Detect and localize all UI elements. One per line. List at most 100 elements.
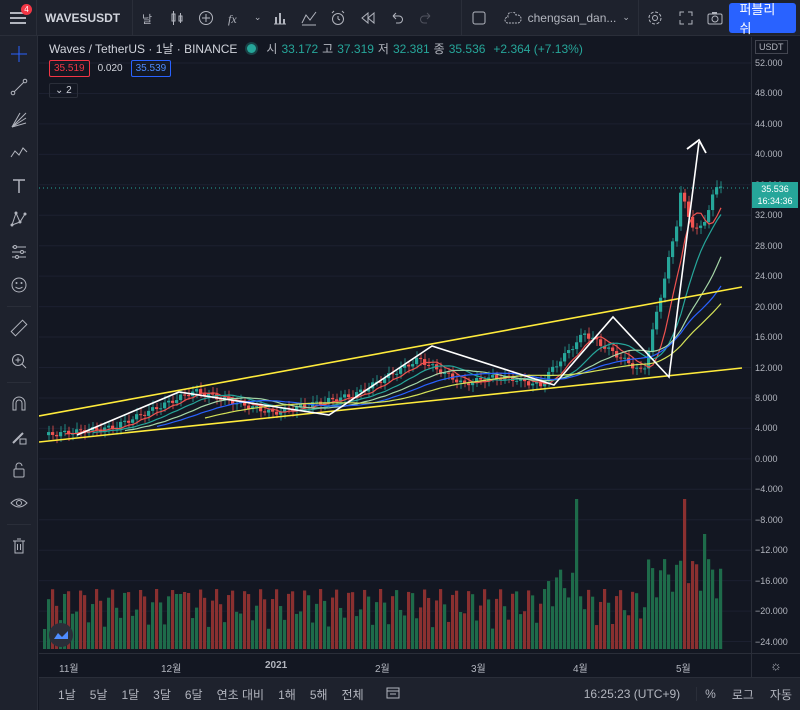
pattern-arrow-head bbox=[686, 138, 707, 154]
prediction-tools-icon[interactable] bbox=[0, 237, 38, 267]
top-toolbar: 4 WAVESUSDT 날 fx ⌄ chengsan_dan... ⌄ bbox=[0, 0, 800, 36]
volume-bar bbox=[247, 594, 251, 649]
smiley-icon[interactable] bbox=[0, 270, 38, 300]
candle-body bbox=[719, 186, 723, 188]
volume-bar bbox=[535, 622, 539, 649]
ma-line-long bbox=[156, 285, 722, 427]
change-value: +2.364 (+7.13%) bbox=[493, 41, 583, 56]
range-button[interactable]: 3달 bbox=[153, 687, 171, 702]
candle-body bbox=[383, 378, 387, 383]
sell-button[interactable]: 35.519 bbox=[49, 60, 90, 77]
candle-body bbox=[343, 394, 347, 398]
volume-bar bbox=[587, 589, 591, 649]
redo-icon[interactable] bbox=[411, 0, 440, 36]
price-tick-label: 48.000 bbox=[755, 88, 783, 99]
volume-bar bbox=[383, 602, 387, 649]
volume-bar bbox=[703, 534, 707, 649]
candle-body bbox=[459, 380, 463, 383]
fullscreen-box-icon[interactable] bbox=[460, 0, 496, 36]
volume-bar bbox=[631, 591, 635, 649]
buy-button[interactable]: 35.539 bbox=[130, 60, 172, 77]
candle-body bbox=[479, 377, 483, 380]
clock-timezone[interactable]: 16:25:23 (UTC+9) bbox=[584, 687, 698, 701]
currency-label[interactable]: USDT bbox=[755, 40, 788, 54]
range-button[interactable]: 5날 bbox=[89, 687, 108, 702]
replay-icon[interactable] bbox=[353, 0, 382, 36]
range-button[interactable]: 연초 대비 bbox=[216, 687, 265, 702]
trash-icon[interactable] bbox=[0, 531, 38, 561]
volume-bar bbox=[527, 590, 531, 649]
eye-icon[interactable] bbox=[0, 488, 38, 518]
candle-body bbox=[651, 329, 655, 352]
candle-body bbox=[591, 337, 595, 339]
fullscreen-icon[interactable] bbox=[671, 0, 700, 36]
magnet-icon[interactable] bbox=[0, 389, 38, 419]
volume-bar bbox=[339, 607, 343, 649]
range-button[interactable]: 전체 bbox=[341, 687, 364, 702]
volume-bar bbox=[367, 596, 371, 649]
chart-pane[interactable] bbox=[38, 37, 751, 653]
candle-body bbox=[611, 347, 615, 352]
zoom-in-icon[interactable] bbox=[0, 346, 38, 376]
range-button[interactable]: 5해 bbox=[309, 687, 328, 702]
volume-bar bbox=[195, 607, 199, 649]
chart-settings-icon[interactable]: ☼ bbox=[751, 653, 800, 677]
range-button[interactable]: 1해 bbox=[278, 687, 296, 702]
volume-bar bbox=[435, 600, 439, 649]
candle-body bbox=[195, 389, 199, 392]
text-icon[interactable] bbox=[0, 171, 38, 201]
volume-bar bbox=[627, 615, 631, 649]
range-button[interactable]: 1달 bbox=[121, 687, 140, 702]
log-toggle[interactable]: 로그 bbox=[731, 687, 754, 702]
pattern-icon[interactable] bbox=[0, 138, 38, 168]
go-to-date-icon[interactable] bbox=[385, 686, 401, 703]
indicators-toggle[interactable]: ⌄ 2 bbox=[49, 83, 78, 98]
candle-body bbox=[671, 241, 675, 258]
auto-toggle[interactable]: 자동 bbox=[769, 687, 792, 702]
lock-pencil-icon[interactable] bbox=[0, 422, 38, 452]
candle-body bbox=[583, 333, 587, 335]
trendline-icon[interactable] bbox=[0, 72, 38, 102]
candle-body bbox=[659, 297, 663, 312]
ruler-icon[interactable] bbox=[0, 313, 38, 343]
market-open-icon bbox=[247, 44, 257, 53]
templates-icon[interactable] bbox=[295, 0, 324, 36]
candle-body bbox=[295, 406, 299, 412]
crosshair-icon[interactable] bbox=[0, 39, 38, 69]
price-tick-label: 20.000 bbox=[755, 301, 783, 312]
main-menu-button[interactable]: 4 bbox=[0, 0, 37, 36]
volume-bar bbox=[571, 572, 575, 649]
xabcd-pattern-icon[interactable] bbox=[0, 204, 38, 234]
legend-title[interactable]: Waves / TetherUS · 1날 · BINANCE bbox=[49, 42, 238, 56]
indicators-fx-icon[interactable]: fx bbox=[221, 0, 250, 36]
lock-icon[interactable] bbox=[0, 455, 38, 485]
volume-bar bbox=[523, 611, 527, 649]
volume-bar bbox=[107, 597, 111, 649]
undo-icon[interactable] bbox=[382, 0, 411, 36]
gear-icon[interactable] bbox=[637, 0, 671, 36]
camera-icon[interactable] bbox=[700, 0, 729, 36]
candle-body bbox=[419, 357, 423, 360]
candle-body bbox=[683, 192, 687, 202]
candle-body bbox=[431, 364, 435, 366]
range-button[interactable]: 1날 bbox=[58, 687, 76, 702]
percent-toggle[interactable]: % bbox=[705, 687, 716, 701]
publish-button[interactable]: 퍼블리쉬 bbox=[729, 2, 796, 36]
alert-clock-icon[interactable] bbox=[324, 0, 353, 36]
bar-chart-icon[interactable] bbox=[265, 0, 294, 36]
symbol-search-button[interactable]: WAVESUSDT bbox=[37, 0, 134, 36]
volume-bar bbox=[531, 595, 535, 649]
time-axis[interactable]: 11월 12월 2021 2월 3월 4월 5월 bbox=[39, 653, 751, 677]
price-axis[interactable] bbox=[751, 37, 800, 653]
compare-plus-icon[interactable] bbox=[192, 0, 221, 36]
price-chart-canvas[interactable] bbox=[38, 37, 751, 653]
candle-body bbox=[599, 339, 603, 346]
fib-fan-icon[interactable] bbox=[0, 105, 38, 135]
candle-body bbox=[607, 347, 611, 349]
interval-icon[interactable]: 날 bbox=[133, 0, 162, 36]
chevron-down-icon[interactable]: ⌄ bbox=[253, 12, 262, 22]
layout-selector[interactable]: chengsan_dan... ⌄ bbox=[496, 11, 638, 25]
range-button[interactable]: 6달 bbox=[184, 687, 203, 702]
candles-style-icon[interactable] bbox=[162, 0, 191, 36]
volume-bar bbox=[511, 593, 515, 649]
